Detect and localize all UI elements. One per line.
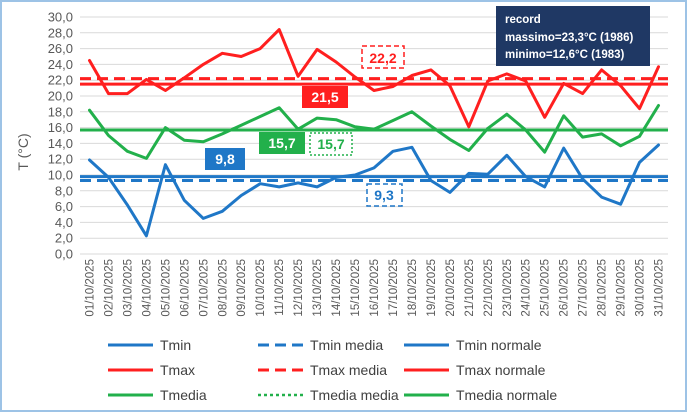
legend-label: Tmedia normale xyxy=(456,387,557,403)
y-tick-label: 12,0 xyxy=(48,152,73,167)
y-axis-label: T (°C) xyxy=(15,133,31,170)
y-tick-label: 24,0 xyxy=(48,57,73,72)
x-tick-label: 26/10/2025 xyxy=(559,259,571,317)
x-tick-label: 23/10/2025 xyxy=(502,259,514,317)
x-tick-label: 25/10/2025 xyxy=(540,259,552,317)
y-axis-ticks: 0,02,04,06,08,010,012,014,016,018,020,02… xyxy=(48,10,73,262)
y-tick-label: 6,0 xyxy=(55,199,73,214)
badge-tmax-media-label: 22,2 xyxy=(369,50,396,66)
x-tick-label: 09/10/2025 xyxy=(236,259,248,317)
x-tick-label: 22/10/2025 xyxy=(483,259,495,317)
badge-tmedia-media-border xyxy=(309,132,353,156)
x-tick-label: 21/10/2025 xyxy=(464,259,476,317)
y-tick-label: 20,0 xyxy=(48,89,73,104)
badge-tmedia-normale-bg xyxy=(259,132,305,154)
record-max: massimo=23,3°C (1986) xyxy=(505,32,633,44)
x-tick-label: 18/10/2025 xyxy=(407,259,419,317)
y-tick-label: 10,0 xyxy=(48,168,73,183)
x-tick-label: 15/10/2025 xyxy=(350,259,362,317)
x-tick-label: 05/10/2025 xyxy=(160,259,172,317)
x-tick-label: 08/10/2025 xyxy=(217,259,229,317)
badge-tmin-media-label: 9,3 xyxy=(374,187,394,203)
x-tick-label: 14/10/2025 xyxy=(331,259,343,317)
badge-tmedia-media: 15,7 xyxy=(309,132,353,156)
x-tick-label: 24/10/2025 xyxy=(521,259,533,317)
x-tick-label: 06/10/2025 xyxy=(179,259,191,317)
badge-tmin-normale-bg xyxy=(205,148,245,170)
series-line-tmax xyxy=(88,28,660,129)
record-min: minimo=12,6°C (1983) xyxy=(505,49,624,61)
x-tick-label: 31/10/2025 xyxy=(654,259,666,317)
series-line-tmin xyxy=(88,143,660,238)
x-tick-label: 07/10/2025 xyxy=(198,259,210,317)
record-box-bg xyxy=(496,6,650,66)
y-tick-label: 26,0 xyxy=(48,41,73,56)
badge-tmin-normale: 9,8 xyxy=(205,148,245,170)
badge-tmax-normale-bg xyxy=(302,86,348,108)
badge-tmax-media-border xyxy=(361,45,405,69)
series-lines xyxy=(88,28,660,238)
badge-tmax-media: 22,2 xyxy=(361,45,405,69)
y-tick-label: 18,0 xyxy=(48,104,73,119)
badge-tmedia-normale-label: 15,7 xyxy=(268,135,295,151)
legend-label: Tmin normale xyxy=(456,337,542,353)
record-box: record massimo=23,3°C (1986) minimo=12,6… xyxy=(496,6,650,66)
record-title: record xyxy=(505,14,541,26)
x-tick-label: 11/10/2025 xyxy=(274,259,286,316)
x-tick-label: 29/10/2025 xyxy=(616,259,628,317)
legend-label: Tmedia media xyxy=(310,387,399,403)
badge-tmedia-normale: 15,7 xyxy=(259,132,305,154)
badge-tmax-normale: 21,5 xyxy=(302,86,348,108)
x-tick-label: 20/10/2025 xyxy=(445,259,457,317)
x-axis-ticks: 01/10/2025 02/10/2025 03/10/2025 04/10/2025… xyxy=(84,259,665,317)
legend-label: Tmax media xyxy=(310,362,387,378)
legend-label: Tmax xyxy=(160,362,195,378)
legend: Tmin Tmin media Tmin normale Tmax Tmax media… xyxy=(108,337,557,403)
x-tick-label: 17/10/2025 xyxy=(388,259,400,317)
badge-tmin-media: 9,3 xyxy=(366,183,403,207)
y-tick-label: 22,0 xyxy=(48,73,73,88)
x-tick-label: 01/10/2025 xyxy=(84,259,96,317)
x-tick-label: 13/10/2025 xyxy=(312,259,324,317)
badge-tmin-normale-label: 9,8 xyxy=(215,151,235,167)
series-line-tmedia xyxy=(88,104,660,160)
y-tick-label: 4,0 xyxy=(55,215,73,230)
x-tick-label: 19/10/2025 xyxy=(426,259,438,317)
badge-tmax-normale-label: 21,5 xyxy=(311,89,338,105)
x-tick-label: 04/10/2025 xyxy=(141,259,153,317)
x-tick-label: 12/10/2025 xyxy=(293,259,305,317)
x-tick-label: 03/10/2025 xyxy=(122,259,134,317)
legend-label: Tmax normale xyxy=(456,362,546,378)
x-tick-label: 02/10/2025 xyxy=(103,259,115,317)
badge-tmedia-media-label: 15,7 xyxy=(317,136,344,152)
y-tick-label: 8,0 xyxy=(55,183,73,198)
legend-label: Tmedia xyxy=(160,387,207,403)
badge-tmin-media-border xyxy=(366,183,403,207)
y-tick-label: 2,0 xyxy=(55,231,73,246)
x-tick-label: 27/10/2025 xyxy=(578,259,590,317)
y-tick-label: 28,0 xyxy=(48,25,73,40)
legend-label: Tmin media xyxy=(310,337,383,353)
y-tick-label: 14,0 xyxy=(48,136,73,151)
y-tick-label: 30,0 xyxy=(48,10,73,25)
x-tick-label: 28/10/2025 xyxy=(597,259,609,317)
x-tick-label: 30/10/2025 xyxy=(635,259,647,317)
x-tick-label: 16/10/2025 xyxy=(369,259,381,317)
x-tick-label: 10/10/2025 xyxy=(255,259,267,317)
y-tick-label: 16,0 xyxy=(48,120,73,135)
y-tick-label: 0,0 xyxy=(55,247,73,262)
legend-label: Tmin xyxy=(160,337,191,353)
